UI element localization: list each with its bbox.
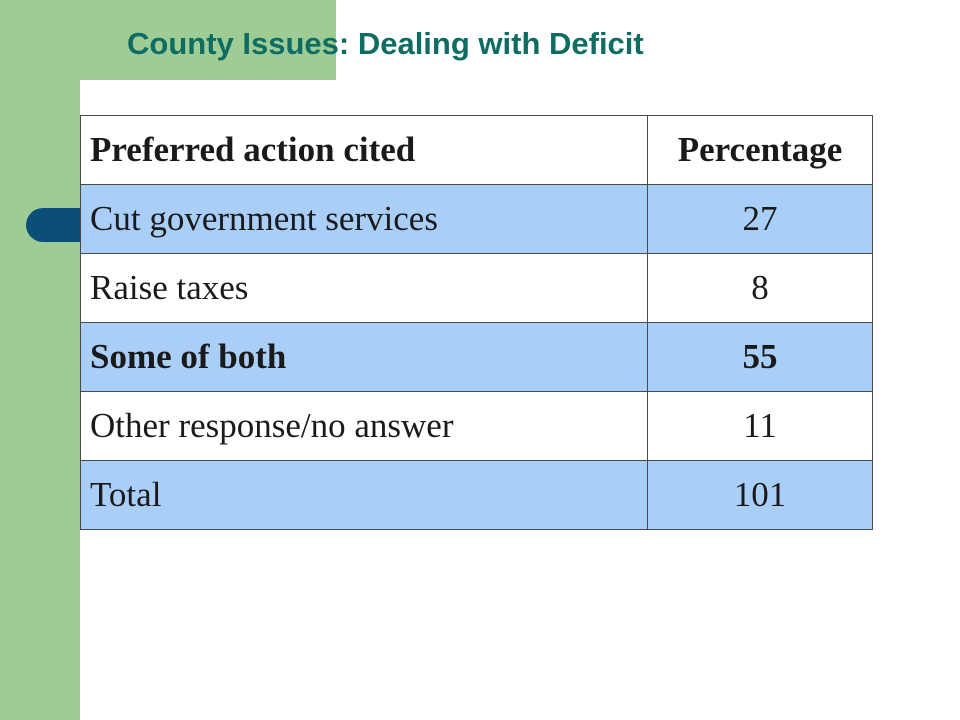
table-header-row: Preferred action cited Percentage [80, 115, 873, 185]
deficit-table: Preferred action cited Percentage Cut go… [80, 115, 873, 530]
table-row: Cut government services 27 [80, 184, 873, 254]
row-percentage: 8 [647, 253, 873, 323]
header-action: Preferred action cited [80, 115, 648, 185]
sidebar-decoration [0, 0, 80, 720]
row-action: Other response/no answer [80, 391, 648, 461]
row-action: Some of both [80, 322, 648, 392]
slide-title: County Issues: Dealing with Deficit [127, 26, 644, 61]
row-percentage: 11 [647, 391, 873, 461]
table-row: Raise taxes 8 [80, 253, 873, 323]
row-percentage: 101 [647, 460, 873, 530]
row-percentage: 27 [647, 184, 873, 254]
tab-notch-decoration [26, 208, 90, 242]
table-row: Other response/no answer 11 [80, 391, 873, 461]
row-action: Total [80, 460, 648, 530]
table-row-total: Total 101 [80, 460, 873, 530]
table-row: Some of both 55 [80, 322, 873, 392]
row-percentage: 55 [647, 322, 873, 392]
row-action: Raise taxes [80, 253, 648, 323]
row-action: Cut government services [80, 184, 648, 254]
header-percentage: Percentage [647, 115, 873, 185]
title-band-decoration [80, 0, 336, 80]
